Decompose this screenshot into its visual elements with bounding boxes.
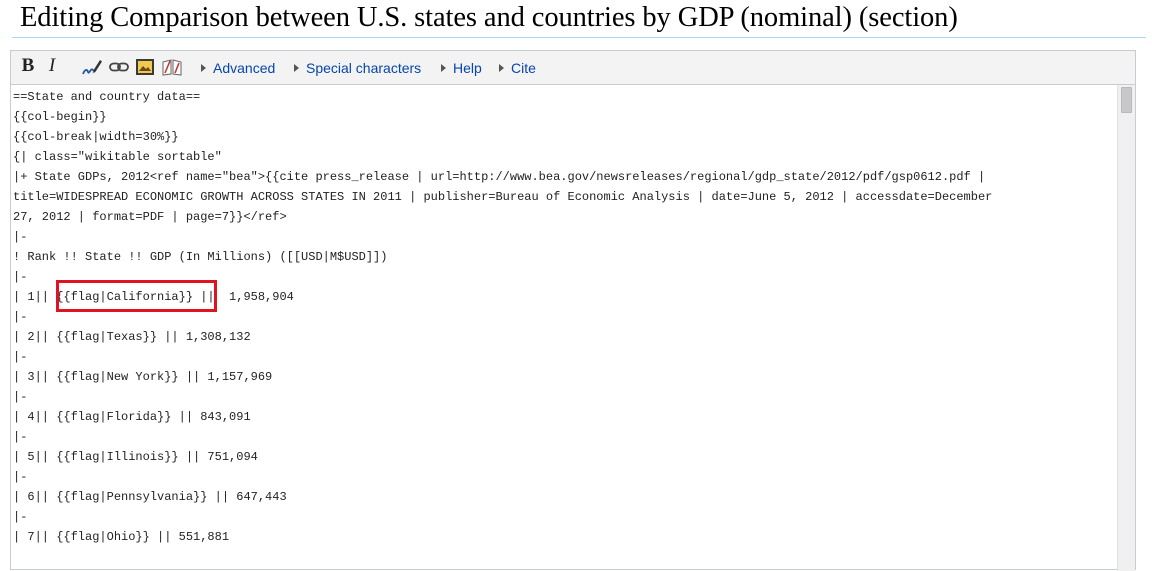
title-divider xyxy=(12,37,1146,38)
code-line: |- xyxy=(13,310,28,324)
code-line: |- xyxy=(13,350,28,364)
code-line: |- xyxy=(13,430,28,444)
code-line: | 3|| {{flag|New York}} || 1,157,969 xyxy=(13,370,273,384)
cite-toggle[interactable]: Cite xyxy=(499,60,536,76)
code-line: | 2|| {{flag|Texas}} || 1,308,132 xyxy=(13,330,251,344)
code-line: ! Rank !! State !! GDP (In Millions) ([[… xyxy=(13,250,388,264)
cite-label: Cite xyxy=(511,60,536,76)
code-line: |- xyxy=(13,510,28,524)
special-characters-toggle[interactable]: Special characters xyxy=(294,60,421,76)
triangle-right-icon xyxy=(441,64,446,72)
help-toggle[interactable]: Help xyxy=(441,60,482,76)
code-line: |- xyxy=(13,270,28,284)
editor-toolbar: B I xyxy=(11,51,1135,85)
code-line: title=WIDESPREAD ECONOMIC GROWTH ACROSS … xyxy=(13,190,993,204)
code-line: {| class="wikitable sortable" xyxy=(13,150,222,164)
scrollbar-thumb[interactable] xyxy=(1121,87,1132,113)
triangle-right-icon xyxy=(294,64,299,72)
vertical-scrollbar[interactable] xyxy=(1117,85,1135,571)
code-line: | 5|| {{flag|Illinois}} || 751,094 xyxy=(13,450,258,464)
triangle-right-icon xyxy=(499,64,504,72)
signature-icon[interactable] xyxy=(81,57,103,77)
page-title: Editing Comparison between U.S. states a… xyxy=(20,2,958,33)
advanced-label: Advanced xyxy=(213,60,276,76)
special-characters-label: Special characters xyxy=(306,60,422,76)
triangle-right-icon xyxy=(201,64,206,72)
code-line: |- xyxy=(13,230,28,244)
wikitext-textarea[interactable]: ==State and country data== {{col-begin}} {… xyxy=(11,85,1119,571)
reference-icon[interactable] xyxy=(161,57,183,77)
italic-button[interactable]: I xyxy=(48,55,56,76)
code-line: ==State and country data== xyxy=(13,90,201,104)
code-line: | 6|| {{flag|Pennsylvania}} || 647,443 xyxy=(13,490,287,504)
code-line: | 7|| {{flag|Ohio}} || 551,881 xyxy=(13,530,230,544)
code-line: |- xyxy=(13,390,28,404)
link-icon[interactable] xyxy=(109,57,129,77)
advanced-toggle[interactable]: Advanced xyxy=(201,60,275,76)
embedded-file-icon[interactable] xyxy=(135,57,155,77)
code-line: |+ State GDPs, 2012<ref name="bea">{{cit… xyxy=(13,170,986,184)
code-line: {{col-break|width=30%}} xyxy=(13,130,179,144)
code-line: 27, 2012 | format=PDF | page=7}}</ref> xyxy=(13,210,287,224)
bold-button[interactable]: B xyxy=(21,55,35,76)
code-line: | 4|| {{flag|Florida}} || 843,091 xyxy=(13,410,251,424)
code-line: {{col-begin}} xyxy=(13,110,107,124)
wikitext-editor: B I xyxy=(10,50,1136,571)
code-line: | 1|| {{flag|California}} || 1,958,904 xyxy=(13,290,294,304)
code-line: |- xyxy=(13,470,28,484)
help-label: Help xyxy=(453,60,482,76)
